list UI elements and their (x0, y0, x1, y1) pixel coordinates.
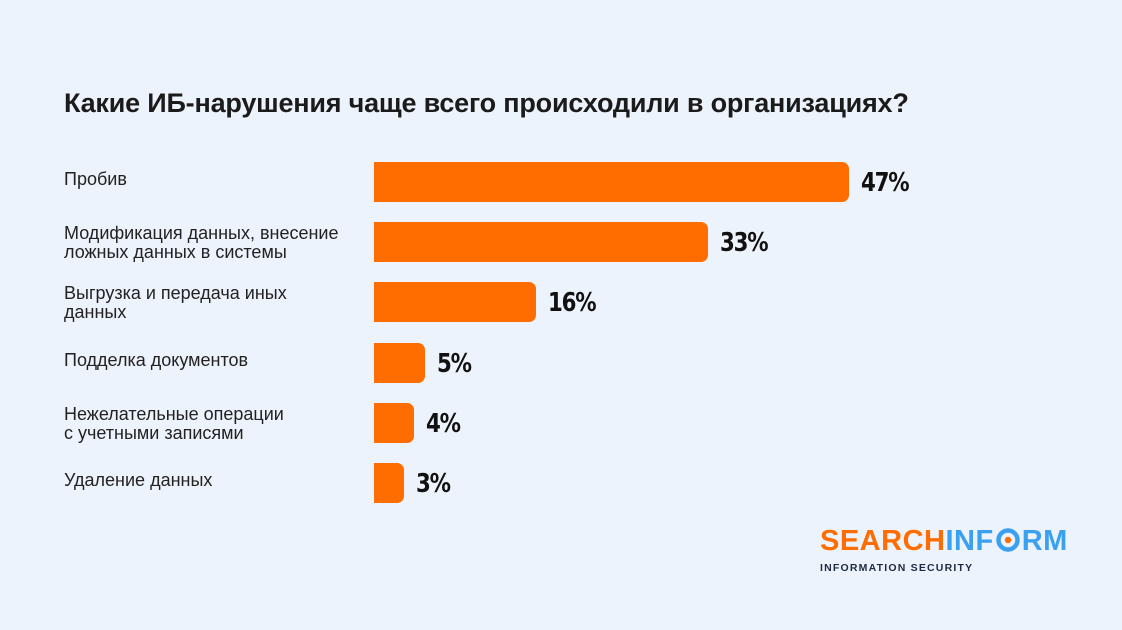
value-label: 16% (548, 288, 597, 319)
logo-subtitle: INFORMATION SECURITY (820, 562, 974, 574)
logo-part-inf: INF (945, 525, 994, 557)
bar (374, 342, 425, 383)
value-label: 3% (416, 469, 451, 499)
category-label-line: Подделка документов (64, 349, 249, 370)
category-label: Выгрузка и передача иных данных (64, 284, 374, 322)
bar (374, 463, 404, 503)
category-label-line: с учетными записями (64, 422, 244, 443)
category-label-line: ложных данных в системы (64, 242, 287, 263)
bar (374, 162, 849, 202)
category-label: Модификация данных, внесение ложных данны… (64, 224, 374, 262)
bar (374, 222, 708, 263)
category-label: Нежелательные операции с учетными записям… (64, 403, 374, 443)
category-label: Пробив (64, 170, 374, 189)
category-label-line: Нежелательные операции (64, 403, 284, 424)
value-label: 47% (861, 168, 910, 198)
value-label: 5% (437, 348, 472, 379)
category-label-line: Пробив (64, 169, 127, 189)
value-label: 4% (426, 408, 461, 439)
chart-title: Какие ИБ-нарушения чаще всего происходил… (64, 88, 909, 118)
bar (374, 402, 414, 443)
searchinform-logo: SEARCHINF RM INFORMATION SECURITY (820, 524, 1068, 574)
category-label: Подделка документов (64, 349, 374, 370)
logo-wordmark: SEARCHINF RM (820, 524, 1068, 558)
category-label-line: Выгрузка и передача иных (64, 283, 287, 304)
logo-o-target-icon (995, 527, 1021, 553)
bar (374, 282, 536, 323)
logo-part-search: SEARCH (820, 525, 946, 557)
logo-part-rm: RM (1021, 525, 1068, 557)
category-label-line: Удаление данных (64, 470, 213, 490)
value-label: 33% (720, 228, 769, 259)
category-label-line: данных (64, 302, 127, 323)
category-label-line: Модификация данных, внесение (64, 223, 339, 244)
category-label: Удаление данных (64, 471, 374, 490)
